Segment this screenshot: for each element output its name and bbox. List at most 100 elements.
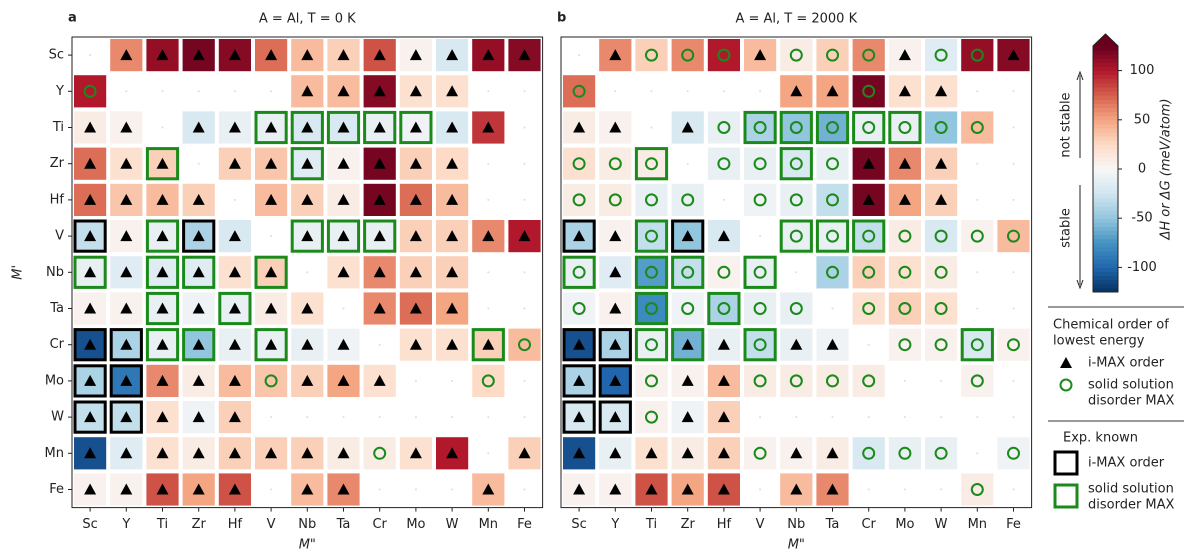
order-marker xyxy=(337,157,350,169)
colorbar-segment xyxy=(1093,275,1118,281)
heat-cell xyxy=(363,437,396,470)
order-marker xyxy=(753,265,767,279)
y-tick-label: Mo xyxy=(45,373,64,388)
known-box xyxy=(815,219,850,253)
heat-cell xyxy=(707,147,740,180)
colorbar-segment xyxy=(1093,169,1118,174)
empty-dot xyxy=(161,90,164,93)
y-tick-label: Ti xyxy=(52,120,64,135)
heat-cell xyxy=(780,39,813,72)
x-tick-label: Sc xyxy=(571,517,586,532)
order-marker xyxy=(301,49,314,61)
order-marker xyxy=(645,265,658,279)
order-marker xyxy=(301,85,314,97)
legend-title: Exp. known xyxy=(1063,431,1138,446)
order-marker xyxy=(934,121,948,134)
empty-dot xyxy=(1012,198,1015,201)
order-marker xyxy=(84,266,97,278)
empty-dot xyxy=(940,379,943,382)
order-marker xyxy=(156,193,169,205)
order-marker xyxy=(609,483,622,495)
heat-cell xyxy=(707,256,740,289)
order-marker xyxy=(84,230,97,242)
colorbar-segment xyxy=(1093,140,1118,145)
heat-cell xyxy=(635,328,668,361)
order-marker xyxy=(228,121,241,133)
empty-dot xyxy=(976,452,979,455)
colorbar-segment xyxy=(1093,197,1118,203)
known-box xyxy=(634,328,669,362)
heat-cell xyxy=(563,256,596,289)
heat-cell xyxy=(744,437,777,470)
heat-cell xyxy=(888,292,921,325)
empty-dot xyxy=(759,90,762,93)
order-marker xyxy=(898,49,911,61)
colorbar-segment xyxy=(1093,128,1118,133)
panel-title: A = Al, T = 2000 K xyxy=(735,12,857,27)
x-tick-label: V xyxy=(756,517,765,532)
order-marker xyxy=(681,338,694,350)
heat-cell xyxy=(816,256,849,289)
colorbar-segment xyxy=(1093,46,1118,51)
order-marker xyxy=(409,447,422,459)
colorbar-segment xyxy=(1093,287,1118,293)
order-marker xyxy=(84,338,97,350)
order-marker xyxy=(84,302,97,314)
x-tick-label: Mo xyxy=(406,517,425,532)
colorbar-segment xyxy=(1093,91,1118,96)
order-marker xyxy=(265,266,278,278)
heat-cell xyxy=(74,75,107,108)
order-marker xyxy=(717,265,731,279)
order-marker xyxy=(573,411,586,423)
order-marker xyxy=(156,49,169,61)
order-marker xyxy=(409,302,422,314)
known-box xyxy=(73,400,107,434)
order-marker xyxy=(970,229,984,243)
empty-dot xyxy=(759,416,762,419)
order-marker xyxy=(518,230,531,242)
order-marker xyxy=(717,447,730,459)
known-box xyxy=(363,110,397,145)
empty-dot xyxy=(523,379,526,382)
x-tick-label: Y xyxy=(610,517,619,532)
order-marker xyxy=(753,193,767,207)
colorbar-segment xyxy=(1093,95,1118,100)
known-box xyxy=(145,147,180,181)
x-tick-label: Fe xyxy=(1006,517,1021,532)
known-box xyxy=(598,328,632,362)
known-box xyxy=(671,328,705,362)
order-marker xyxy=(192,411,205,423)
colorbar-segment xyxy=(1093,226,1118,231)
known-box xyxy=(562,400,596,434)
order-marker xyxy=(337,447,350,459)
x-tick-label: Zr xyxy=(192,517,207,532)
heat-cell xyxy=(925,437,958,470)
order-marker xyxy=(645,374,658,388)
order-marker xyxy=(681,411,694,423)
heat-cell xyxy=(888,256,921,289)
order-marker xyxy=(84,374,97,386)
y-tick-label: V xyxy=(55,229,64,244)
order-marker xyxy=(609,266,622,278)
empty-dot xyxy=(306,271,309,274)
order-marker xyxy=(446,230,459,242)
legend-label: solid solution xyxy=(1088,378,1174,393)
heat-cell xyxy=(744,147,777,180)
colorbar-segment xyxy=(1093,181,1118,186)
order-marker xyxy=(790,447,803,459)
order-marker xyxy=(826,447,839,459)
order-marker xyxy=(717,157,731,171)
order-marker xyxy=(373,157,386,169)
colorbar-segment xyxy=(1093,148,1118,154)
known-box xyxy=(598,364,632,398)
legend-box xyxy=(1053,483,1079,509)
order-marker xyxy=(446,157,459,169)
x-tick-label: Ta xyxy=(825,517,840,532)
empty-dot xyxy=(487,162,490,165)
order-marker xyxy=(898,193,911,205)
order-marker xyxy=(228,447,241,459)
empty-dot xyxy=(686,162,689,165)
order-marker xyxy=(645,447,658,459)
heat-cell xyxy=(707,111,740,144)
